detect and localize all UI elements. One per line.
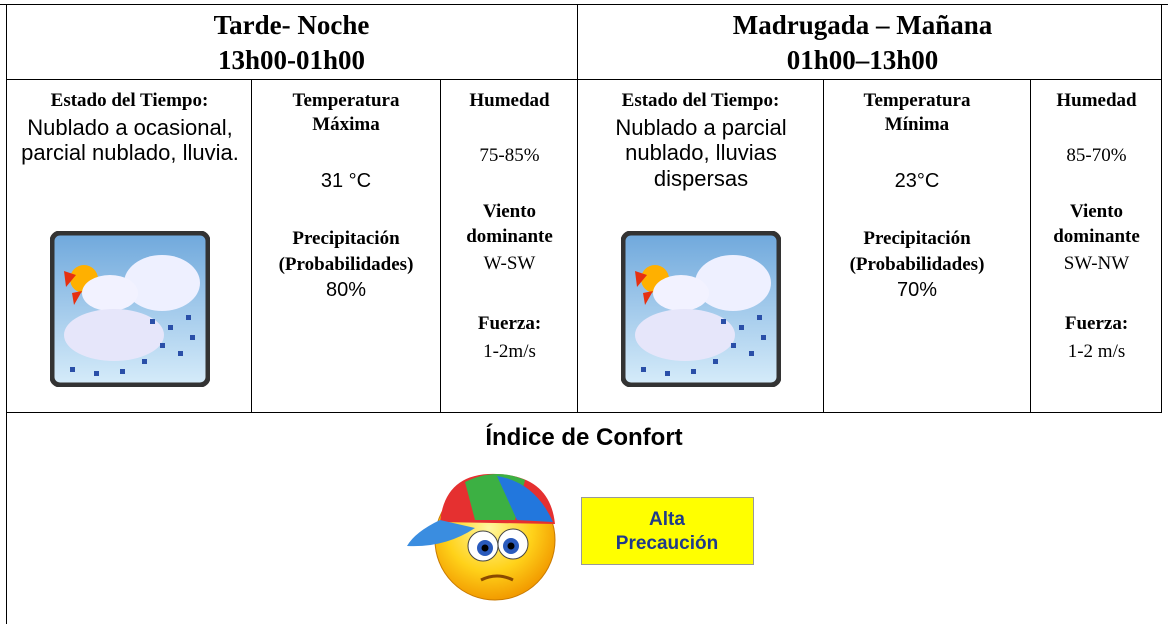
weather-icon [621,231,781,387]
force-label: Fuerza: [1064,313,1129,334]
border [1030,79,1031,413]
humidity-label: Humedad [469,90,550,111]
period-title: Madrugada – Mañana [732,10,993,40]
weather-text: Nublado a ocasional, parcial nublado, ll… [21,115,239,166]
temp-label: Máxima [312,114,380,135]
border [6,4,7,624]
humidity-label: Humedad [1056,90,1137,111]
border [251,79,252,413]
precip-label: (Probabilidades) [278,254,414,275]
force-value: 1-2m/s [483,341,536,362]
wind-label: dominante [466,226,553,247]
border [440,79,441,413]
comfort-level: Precaución [615,533,719,554]
wind-value: SW-NW [1063,253,1130,274]
weather-label: Estado del Tiempo: [50,90,209,111]
comfort-emoji [407,473,556,601]
humidity-value: 85-70% [1066,145,1127,166]
comfort-title: Índice de Confort [485,424,683,451]
temp-label: Temperatura [292,90,400,111]
temp-value: 31 °C [320,170,372,192]
border [0,4,1168,5]
force-label: Fuerza: [477,313,542,334]
border [6,79,1162,80]
temp-label: Temperatura [863,90,971,111]
weather-icon [50,231,210,387]
temp-label: Mínima [884,114,950,135]
period-hours: 13h00-01h00 [217,45,366,75]
wind-value: W-SW [483,253,536,274]
wind-label: Viento [482,201,537,222]
temp-value: 23°C [894,170,940,192]
precip-label: (Probabilidades) [849,254,985,275]
comfort-level-box [581,497,754,565]
border [823,79,824,413]
period-title: Tarde- Noche [213,10,370,40]
wind-label: dominante [1053,226,1140,247]
period-hours: 01h00–13h00 [786,45,939,75]
weather-text: Nublado a parcial nublado, lluvias dispe… [615,115,787,191]
precip-label: Precipitación [292,228,400,249]
precip-value: 80% [325,279,367,301]
precip-value: 70% [896,279,938,301]
weather-label: Estado del Tiempo: [621,90,780,111]
wind-label: Viento [1069,201,1124,222]
border [6,412,1162,413]
border [1161,4,1162,413]
border [577,4,578,413]
humidity-value: 75-85% [479,145,540,166]
force-value: 1-2 m/s [1067,341,1126,362]
precip-label: Precipitación [863,228,971,249]
comfort-level: Alta [649,509,685,530]
